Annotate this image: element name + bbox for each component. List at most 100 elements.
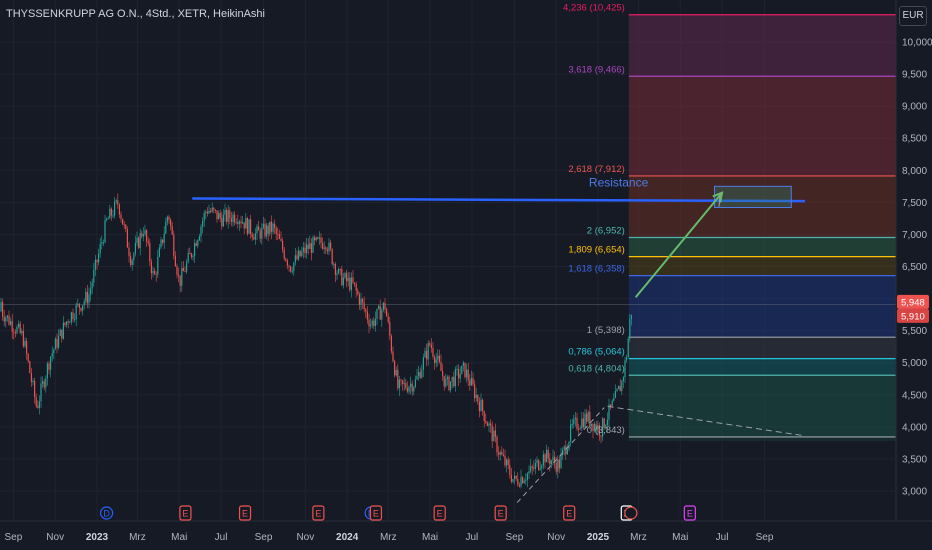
dividend-marker[interactable] (624, 506, 638, 520)
candle-body (606, 419, 608, 426)
candle-body (320, 237, 322, 244)
candle-body (371, 320, 373, 325)
candle-body (568, 441, 570, 450)
candle-body (456, 368, 458, 370)
candle-body (98, 253, 100, 263)
fib-level-label: 3,618 (9,466) (568, 64, 625, 75)
candle-body (448, 376, 450, 391)
y-tick-label: 4,000 (902, 422, 927, 433)
earnings-marker[interactable]: E (369, 505, 383, 521)
dashed-support-trendline[interactable] (516, 407, 605, 503)
candle-body (330, 242, 332, 250)
candle-body (347, 277, 349, 282)
event-markers[interactable]: DEEEDEEEEEE (99, 505, 696, 521)
candle-body (112, 215, 114, 217)
candle-body (139, 233, 141, 248)
target-zone-box[interactable] (714, 185, 792, 208)
candle-body (458, 368, 460, 379)
candle-body (338, 268, 340, 274)
resistance-line[interactable] (192, 197, 805, 203)
candle-body (394, 361, 396, 376)
candle-body (64, 322, 66, 325)
candle-body (616, 389, 618, 391)
candle-body (238, 221, 240, 224)
event-marker-shape (99, 506, 114, 520)
candle-body (10, 321, 12, 325)
projection-arrow-head[interactable] (712, 191, 724, 203)
drawing-tools[interactable]: Resistance (192, 176, 806, 503)
earnings-marker[interactable]: E (179, 505, 192, 521)
candle-body (480, 399, 482, 412)
candle-body (574, 417, 576, 419)
candle-body (122, 218, 124, 225)
candle-body (157, 256, 159, 275)
candle-body (90, 288, 92, 295)
earnings-marker[interactable]: E (494, 505, 507, 521)
candle-body (118, 204, 120, 215)
candle-body (475, 394, 477, 399)
candle-body (541, 465, 543, 469)
candle-body (398, 379, 400, 389)
candle-body (531, 466, 533, 468)
candle-body (579, 428, 581, 430)
projection-arrow[interactable] (634, 192, 723, 298)
fib-level-label: 0 (3,843) (587, 425, 625, 436)
candle-body (474, 384, 476, 399)
candle-body (219, 213, 221, 218)
candle-body (595, 424, 597, 431)
dashed-trendline[interactable] (607, 405, 806, 437)
dividend-marker[interactable]: D (99, 506, 114, 520)
candle-body (560, 454, 562, 469)
candle-body (285, 258, 287, 261)
x-tick-label: Nov (296, 532, 314, 543)
candle-body (30, 372, 32, 382)
candle-body (312, 237, 314, 253)
x-tick-label: Jul (465, 532, 478, 543)
candle-body (310, 243, 312, 253)
candle-body (346, 273, 348, 282)
candle-body (224, 209, 226, 215)
candle-body (376, 308, 378, 319)
candle-body (403, 383, 405, 385)
fibonacci-zones (628, 14, 896, 441)
candle-body (309, 243, 311, 249)
y-tick-label: 5,000 (902, 358, 927, 369)
earnings-marker[interactable]: E (433, 505, 446, 521)
earnings-marker[interactable]: E (563, 505, 576, 521)
candle-body (382, 302, 384, 310)
candle-body (450, 381, 452, 391)
candle-body (592, 423, 594, 431)
candle-body (354, 282, 356, 285)
candle-body (146, 230, 148, 242)
candle-body (570, 424, 572, 442)
candle-body (360, 298, 362, 305)
candle-body (317, 237, 319, 239)
earnings-marker[interactable]: E (238, 505, 252, 521)
candle-body (70, 312, 72, 323)
candle-body (58, 335, 60, 348)
candle-body (134, 242, 136, 254)
candle-body (374, 318, 376, 326)
candle-body (208, 210, 210, 214)
time-axis[interactable]: Sep Nov 2023 Mrz Mai Jul Sep Nov 2024 Mrz Mai Jul Se… (4, 532, 773, 543)
candle-body (421, 369, 423, 378)
candle-body (413, 386, 415, 392)
candle-body (142, 234, 144, 237)
candle-body (336, 273, 338, 275)
candle-body (405, 383, 407, 389)
candle-body (381, 309, 383, 320)
candle-body (621, 381, 623, 392)
earnings-marker[interactable]: E (683, 505, 696, 521)
candle-body (227, 210, 229, 222)
earnings-marker[interactable]: E (312, 505, 325, 521)
event-marker-letter: E (498, 508, 504, 518)
candle-body (594, 424, 596, 431)
currency-button[interactable]: EUR (899, 6, 927, 26)
candle-body (501, 452, 503, 455)
candle-body (573, 418, 575, 424)
price-tags: 5,948 5,910 (897, 294, 929, 323)
fib-zone (628, 337, 896, 359)
candle-body (80, 307, 82, 311)
fib-level-label: 4,236 (10,425) (563, 3, 625, 14)
